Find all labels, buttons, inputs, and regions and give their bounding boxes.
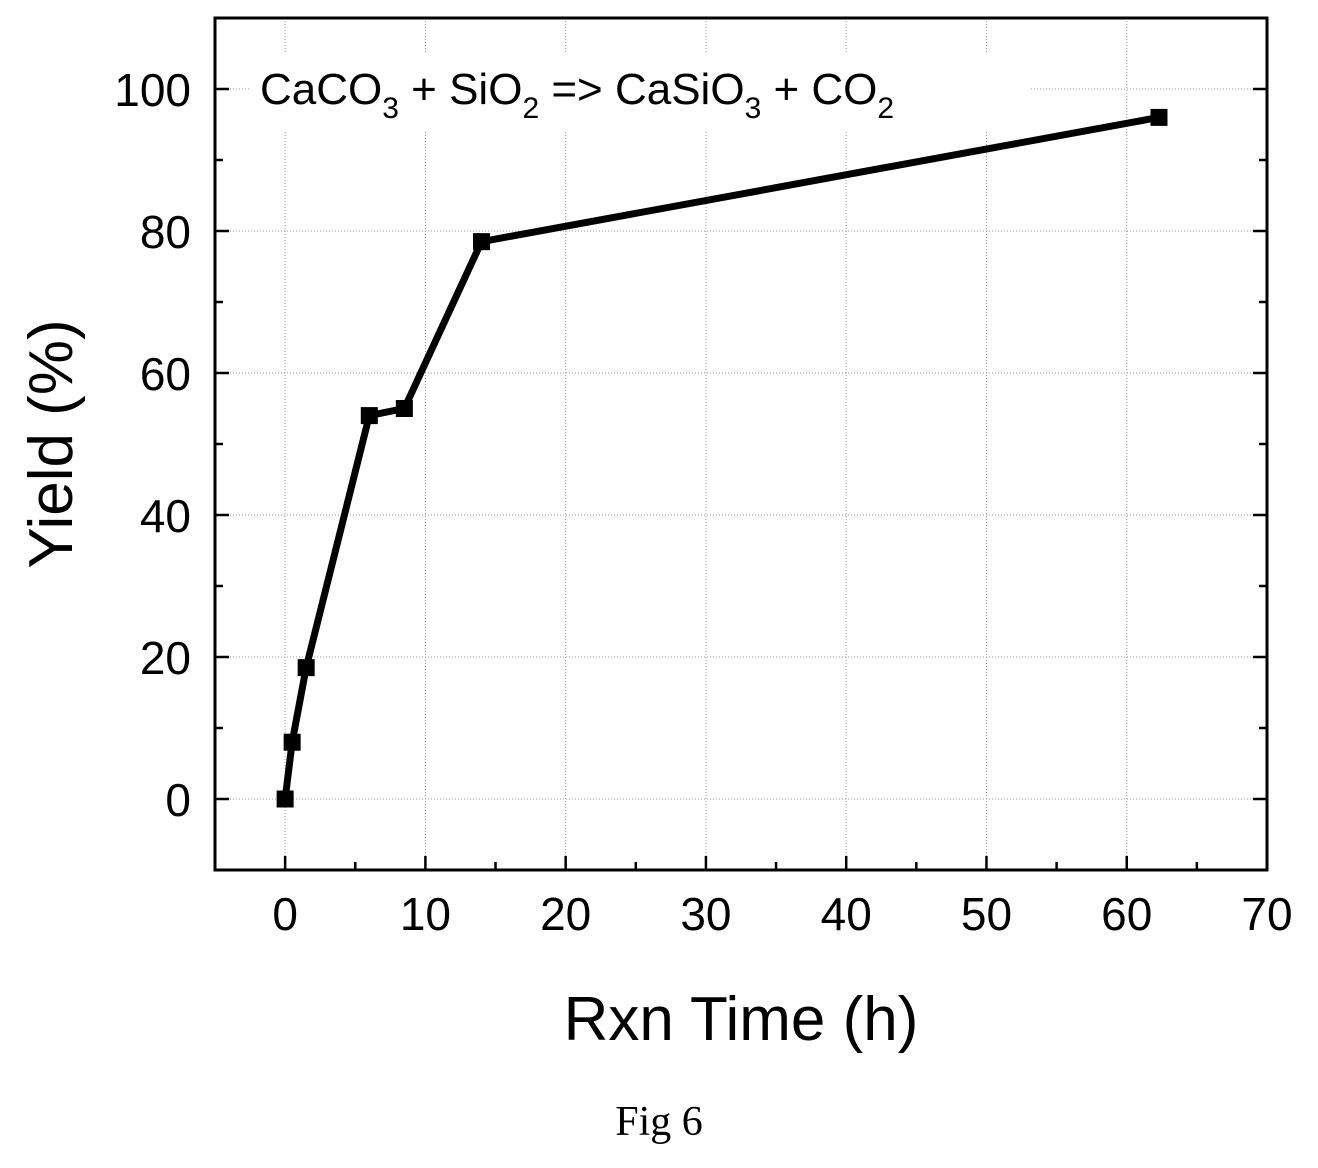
equation-part: + SiO [399,65,523,114]
x-tick-label: 40 [821,888,872,940]
equation-part: => CaSiO [539,65,744,114]
series-group [276,108,1168,808]
y-axis-title: Yield (%) [17,319,86,568]
data-point-marker [1150,108,1168,126]
x-tick-label: 20 [540,888,591,940]
x-tick-label: 50 [961,888,1012,940]
tick-labels: 0 10 20 30 40 50 60 70 0 20 40 60 80 100 [114,64,1292,940]
x-axis-title: Rxn Time (h) [564,985,919,1054]
y-tick-label: 40 [140,490,191,542]
equation-part: 2 [522,92,539,125]
x-tick-label: 60 [1101,888,1152,940]
data-point-marker [276,790,294,808]
y-tick-label: 0 [165,774,191,826]
axis-ticks [213,16,1269,872]
x-tick-label: 0 [272,888,298,940]
equation-part: CaCO [260,65,382,114]
equation-part: + CO [761,65,877,114]
y-tick-label: 20 [140,632,191,684]
x-tick-label: 30 [680,888,731,940]
x-tick-label: 10 [400,888,451,940]
equation-part: 3 [382,92,399,125]
data-point-marker [283,733,301,751]
plot-frame [213,16,1269,872]
annotation-background [250,52,1030,130]
grid-lines [215,18,1268,870]
y-tick-label: 100 [114,64,191,116]
series-line [281,113,1160,800]
equation-part: 2 [877,92,894,125]
y-tick-label: 60 [140,348,191,400]
data-point-marker [360,407,378,425]
data-point-marker [297,659,315,677]
data-point-marker [395,400,413,417]
x-tick-label: 70 [1241,888,1292,940]
data-point-marker [473,233,491,251]
equation-part: 3 [745,92,762,125]
y-tick-label: 80 [140,206,191,258]
reaction-equation: CaCO3 + SiO2 => CaSiO3 + CO2 [260,65,894,125]
figure-caption: Fig 6 [615,1099,703,1145]
